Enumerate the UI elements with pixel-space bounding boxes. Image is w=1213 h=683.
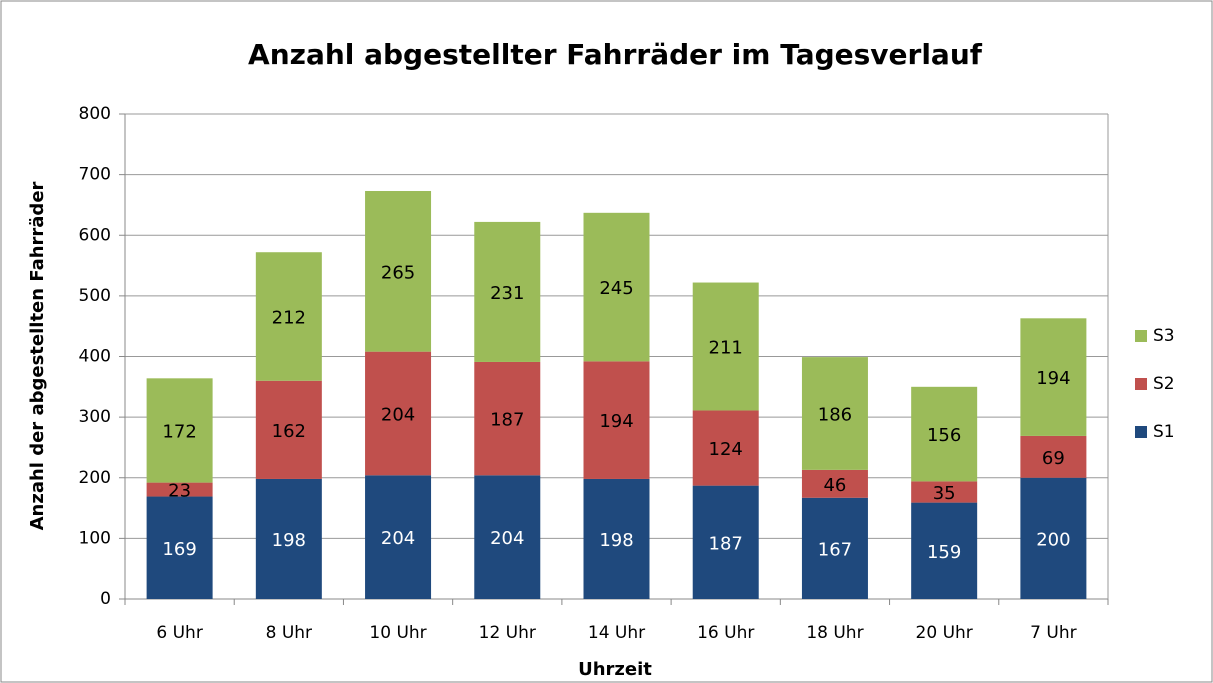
bar-segment [583,212,650,362]
y-tick-label: 500 [79,286,111,306]
data-label: 187 [709,533,743,554]
data-label: 169 [162,539,196,560]
x-tick-label: 10 Uhr [369,623,426,643]
bar-segment [365,190,432,352]
data-label: 172 [162,421,196,442]
bar-segment [365,351,432,476]
data-label: 124 [709,439,743,460]
bar-segment [692,282,759,411]
bar-segment [583,361,650,479]
y-axis-title: Anzahl der abgestellten Fahrräder [27,181,48,530]
bar-segment [146,378,213,483]
x-tick-label: 16 Uhr [697,623,754,643]
y-tick-label: 400 [79,347,111,367]
data-label: 186 [818,404,852,425]
y-tick-label: 100 [79,528,111,548]
legend-label: S2 [1153,374,1175,394]
bar-segment [474,361,541,476]
y-tick-label: 600 [79,225,111,245]
x-tick-label: 20 Uhr [916,623,973,643]
x-tick-label: 18 Uhr [806,623,863,643]
bar-segment [255,380,322,479]
bar-segment [801,497,868,599]
data-label: 23 [168,481,191,502]
data-label: 231 [490,283,524,304]
data-label: 156 [927,425,961,446]
data-label: 46 [823,475,846,496]
bar-segment [692,485,759,599]
bar-segment [1020,477,1087,599]
chart-title: Anzahl abgestellter Fahrräder im Tagesve… [248,38,983,71]
bar-segment [146,482,213,497]
x-tick-label: 12 Uhr [479,623,536,643]
bar-segment [365,475,432,599]
legend-label: S3 [1153,326,1175,346]
y-tick-label: 200 [79,468,111,488]
bar-segment [801,469,868,498]
y-tick-label: 800 [79,104,111,124]
legend-label: S1 [1153,422,1175,442]
x-tick-label: 8 Uhr [266,623,312,643]
legend-swatch [1135,378,1147,390]
data-label: 204 [381,404,415,425]
data-label: 204 [490,528,524,549]
y-tick-label: 700 [79,165,111,185]
data-label: 167 [818,539,852,560]
data-label: 159 [927,542,961,563]
bar-segment [692,410,759,486]
data-label: 198 [599,530,633,551]
bar-segment [583,478,650,599]
bar-segment [911,386,978,482]
data-label: 187 [490,410,524,431]
x-axis-title: Uhrzeit [578,659,652,680]
bar-segment [1020,318,1087,436]
y-tick-label: 300 [79,407,111,427]
bar-segment [801,357,868,470]
data-label: 198 [272,530,306,551]
data-label: 212 [272,307,306,328]
data-label: 194 [1036,368,1070,389]
x-tick-label: 6 Uhr [156,623,202,643]
legend-swatch [1135,330,1147,342]
data-label: 200 [1036,529,1070,550]
legend-swatch [1135,426,1147,438]
data-label: 211 [709,337,743,358]
data-label: 194 [599,411,633,432]
data-label: 204 [381,528,415,549]
bar-segment [474,475,541,599]
bar-segment [1020,435,1087,478]
data-label: 69 [1042,448,1065,469]
data-label: 245 [599,278,633,299]
bar-segment [146,496,213,599]
bar-segment [474,221,541,362]
data-label: 162 [272,421,306,442]
bar-segment [911,481,978,503]
data-label: 35 [933,483,956,504]
data-label: 265 [381,262,415,283]
y-tick-label: 0 [100,589,111,609]
bar-segment [255,478,322,599]
x-tick-label: 7 Uhr [1030,623,1076,643]
x-tick-label: 14 Uhr [588,623,645,643]
bar-segment [255,252,322,381]
bar-segment [911,502,978,599]
